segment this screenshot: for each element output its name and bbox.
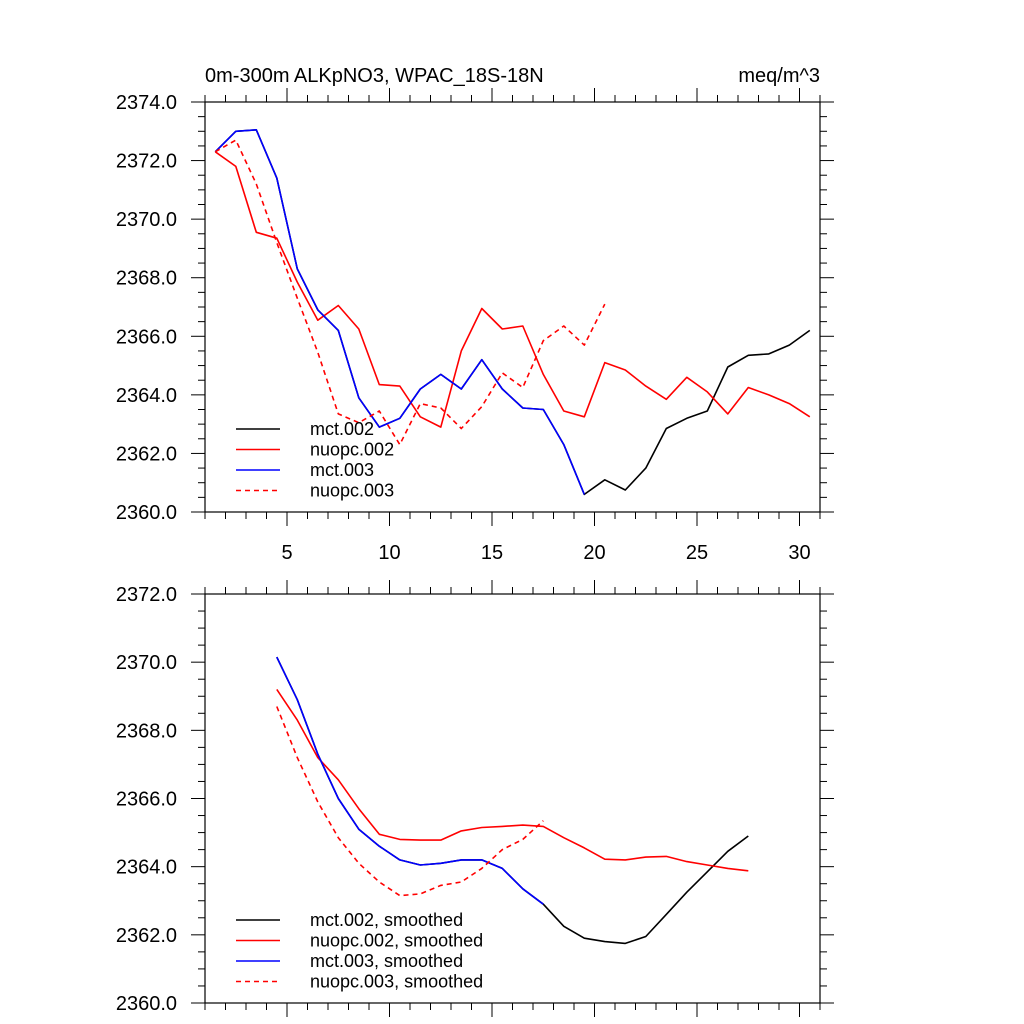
y-tick-label: 2362.0 (116, 443, 177, 465)
y-tick-label: 2370.0 (116, 652, 177, 674)
x-tick-label: 25 (686, 542, 708, 564)
series-line-nuopc-003-smoothed (276, 706, 544, 897)
y-tick-label: 2364.0 (116, 385, 177, 407)
series-line-mct-002-smoothed (276, 656, 749, 945)
legend-label: nuopc.002 (310, 440, 394, 460)
x-tick-label: 5 (281, 542, 292, 564)
top-panel-line-chart: 5 10 15 20 25 30 2360.0 2362.0 2364.0 2366.0 2368.… (116, 65, 834, 564)
legend-label: mct.003, smoothed (310, 951, 463, 971)
series-line-nuopc-002-smoothed (276, 688, 749, 872)
y-tick-label: 2360.0 (116, 502, 177, 524)
legend-label: mct.003 (310, 460, 374, 480)
x-tick-label: 20 (583, 542, 605, 564)
y-tick-label: 2360.0 (116, 993, 177, 1015)
y-tick-label: 2372.0 (116, 151, 177, 173)
y-tick-label: 2366.0 (116, 326, 177, 348)
x-tick-label: 30 (788, 542, 810, 564)
plot-frame (204, 101, 821, 513)
x-tick-label: 10 (378, 542, 400, 564)
units-label: meq/m^3 (738, 65, 820, 87)
y-tick-label: 2364.0 (116, 857, 177, 879)
legend-label: nuopc.003, smoothed (310, 972, 483, 992)
series-line-mct-003 (214, 129, 586, 495)
series-line-mct-003-smoothed (276, 656, 544, 905)
chart-title: 0m-300m ALKpNO3, WPAC_18S-18N (205, 65, 544, 87)
y-tick-label: 2368.0 (116, 268, 177, 290)
series-line-nuopc-002 (214, 151, 811, 428)
series-line-mct-002 (214, 129, 811, 496)
legend-label: mct.002, smoothed (310, 910, 463, 930)
y-tick-label: 2368.0 (116, 720, 177, 742)
series-line-nuopc-003 (214, 139, 606, 446)
legend-label: nuopc.002, smoothed (310, 931, 483, 951)
y-tick-label: 2366.0 (116, 789, 177, 811)
y-tick-label: 2370.0 (116, 209, 177, 231)
legend-label: nuopc.003 (310, 481, 394, 501)
bottom-panel-line-chart: 2360.0 2362.0 2364.0 2366.0 2368.0 2370.0 2372… (116, 580, 834, 1017)
x-tick-label: 15 (481, 542, 503, 564)
legend-label: mct.002 (310, 419, 374, 439)
y-tick-label: 2372.0 (116, 584, 177, 606)
y-tick-label: 2374.0 (116, 92, 177, 114)
y-tick-label: 2362.0 (116, 925, 177, 947)
plot-frame (204, 593, 821, 1004)
